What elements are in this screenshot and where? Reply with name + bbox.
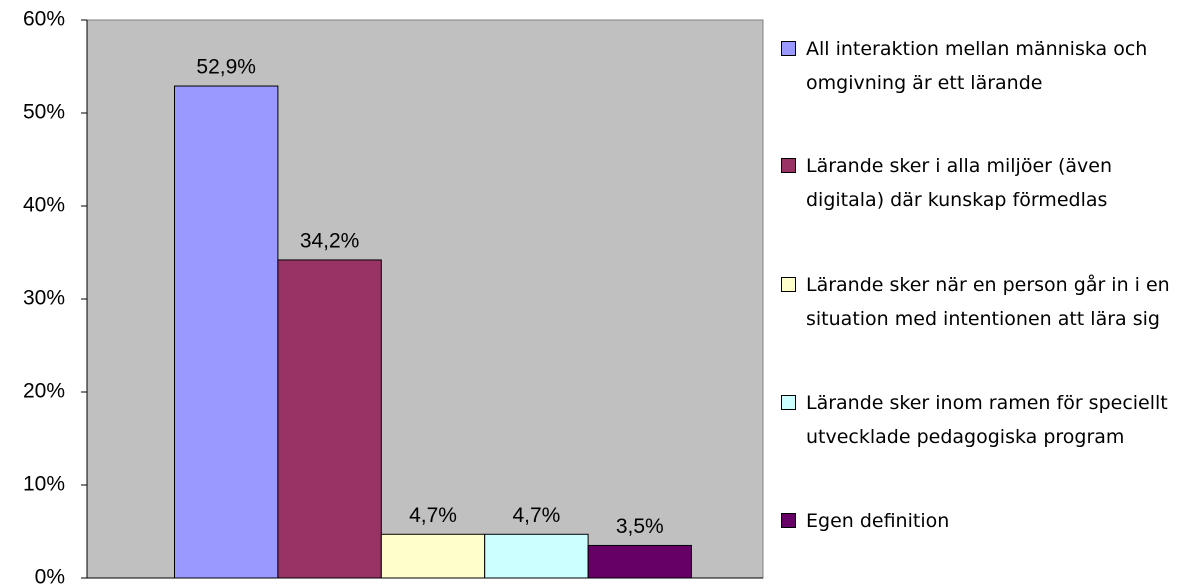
y-tick-label: 50% xyxy=(23,101,65,124)
legend-swatch xyxy=(781,41,796,56)
y-tick-label: 40% xyxy=(23,194,65,217)
legend-swatch xyxy=(781,513,796,528)
legend-swatch xyxy=(781,277,796,292)
legend-label: Lärande sker inom ramen för speciellt ut… xyxy=(806,392,1168,448)
y-tick-label: 60% xyxy=(23,8,65,31)
data-label: 4,7% xyxy=(512,504,560,527)
data-label: 52,9% xyxy=(196,56,256,79)
bar xyxy=(484,533,589,579)
data-label: 3,5% xyxy=(616,515,664,538)
legend-label: All interaktion mellan människa och omgi… xyxy=(806,38,1148,94)
legend-label: Lärande sker när en person går in i en s… xyxy=(806,274,1170,330)
data-label: 4,7% xyxy=(409,504,457,527)
y-tick-label: 0% xyxy=(35,566,65,587)
y-tick-label: 20% xyxy=(23,380,65,403)
bar xyxy=(174,85,279,579)
y-tick-label: 30% xyxy=(23,287,65,310)
bar xyxy=(277,259,382,579)
y-tick-label: 10% xyxy=(23,473,65,496)
bar xyxy=(380,533,486,579)
legend-swatch xyxy=(781,158,796,173)
legend-label: Egen definition xyxy=(806,510,950,532)
data-label: 34,2% xyxy=(300,229,360,252)
legend-label: Lärande sker i alla miljöer (även digita… xyxy=(806,155,1113,211)
legend-swatch xyxy=(781,395,796,410)
bar xyxy=(587,544,692,579)
